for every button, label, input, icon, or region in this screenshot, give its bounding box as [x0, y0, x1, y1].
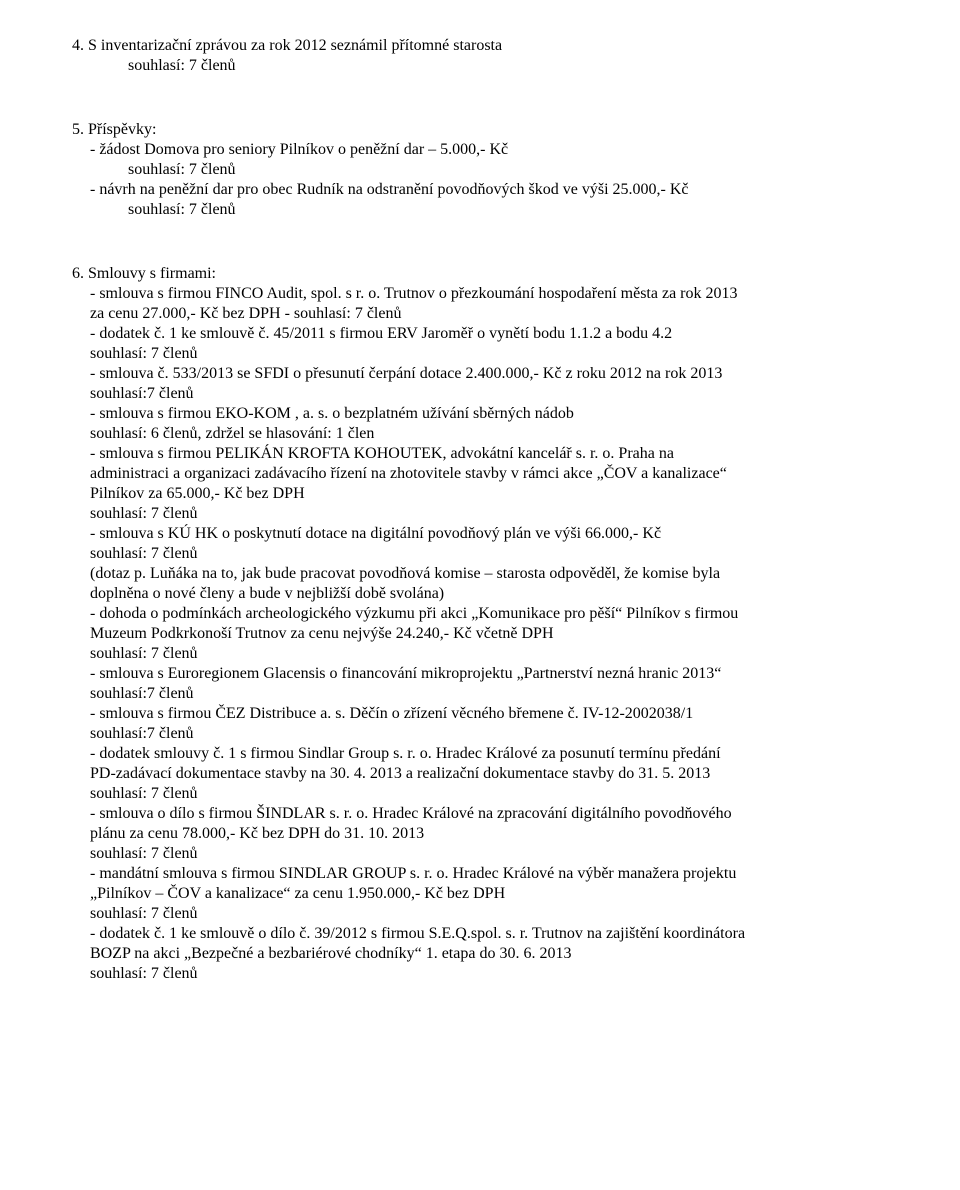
vote-line: souhlasí:7 členů	[72, 724, 960, 744]
list-item: - dohoda o podmínkách archeologického vý…	[72, 604, 960, 624]
list-item: - smlouva s KÚ HK o poskytnutí dotace na…	[72, 524, 960, 544]
list-item: - smlouva s Euroregionem Glacensis o fin…	[72, 664, 960, 684]
vote-line: souhlasí: 7 členů	[72, 504, 960, 524]
section-4-vote: souhlasí: 7 členů	[72, 56, 960, 76]
list-item-cont: za cenu 27.000,- Kč bez DPH - souhlasí: …	[72, 304, 960, 324]
spacer	[72, 92, 960, 120]
spacer	[72, 236, 960, 264]
vote-line: souhlasí: 7 členů	[72, 160, 960, 180]
vote-line: souhlasí: 7 členů	[72, 200, 960, 220]
vote-line: souhlasí: 7 členů	[72, 844, 960, 864]
list-item: - smlouva o dílo s firmou ŠINDLAR s. r. …	[72, 804, 960, 824]
list-item-cont: Pilníkov za 65.000,- Kč bez DPH	[72, 484, 960, 504]
section-4-heading: 4. S inventarizační zprávou za rok 2012 …	[72, 36, 960, 56]
section-4: 4. S inventarizační zprávou za rok 2012 …	[72, 36, 960, 76]
vote-line: souhlasí: 7 členů	[72, 544, 960, 564]
vote-line: souhlasí: 6 členů, zdržel se hlasování: …	[72, 424, 960, 444]
list-item: - smlouva s firmou PELIKÁN KROFTA KOHOUT…	[72, 444, 960, 464]
list-item: - smlouva s firmou ČEZ Distribuce a. s. …	[72, 704, 960, 724]
list-item: - návrh na peněžní dar pro obec Rudník n…	[72, 180, 960, 200]
vote-line: souhlasí:7 členů	[72, 384, 960, 404]
list-item-cont: „Pilníkov – ČOV a kanalizace“ za cenu 1.…	[72, 884, 960, 904]
list-item: - smlouva s firmou EKO-KOM , a. s. o bez…	[72, 404, 960, 424]
list-item: - dodatek č. 1 ke smlouvě o dílo č. 39/2…	[72, 924, 960, 944]
vote-line: souhlasí: 7 členů	[72, 784, 960, 804]
list-item-cont: (dotaz p. Luňáka na to, jak bude pracova…	[72, 564, 960, 584]
list-item: - mandátní smlouva s firmou SINDLAR GROU…	[72, 864, 960, 884]
vote-line: souhlasí: 7 členů	[72, 344, 960, 364]
list-item: - dodatek č. 1 ke smlouvě č. 45/2011 s f…	[72, 324, 960, 344]
list-item: - žádost Domova pro seniory Pilníkov o p…	[72, 140, 960, 160]
vote-line: souhlasí: 7 členů	[72, 904, 960, 924]
list-item-cont: Muzeum Podkrkonoší Trutnov za cenu nejvý…	[72, 624, 960, 644]
section-6: 6. Smlouvy s firmami: - smlouva s firmou…	[72, 264, 960, 984]
list-item: - smlouva č. 533/2013 se SFDI o přesunut…	[72, 364, 960, 384]
list-item-cont: administraci a organizaci zadávacího říz…	[72, 464, 960, 484]
list-item-cont: plánu za cenu 78.000,- Kč bez DPH do 31.…	[72, 824, 960, 844]
vote-line: souhlasí: 7 členů	[72, 644, 960, 664]
list-item-cont: doplněna o nové členy a bude v nejbližší…	[72, 584, 960, 604]
vote-line: souhlasí:7 členů	[72, 684, 960, 704]
section-6-heading: 6. Smlouvy s firmami:	[72, 264, 960, 284]
section-5-heading: 5. Příspěvky:	[72, 120, 960, 140]
vote-line: souhlasí: 7 členů	[72, 964, 960, 984]
list-item-cont: PD-zadávací dokumentace stavby na 30. 4.…	[72, 764, 960, 784]
list-item-cont: BOZP na akci „Bezpečné a bezbariérové ch…	[72, 944, 960, 964]
list-item: - dodatek smlouvy č. 1 s firmou Sindlar …	[72, 744, 960, 764]
section-5: 5. Příspěvky: - žádost Domova pro senior…	[72, 120, 960, 220]
list-item: - smlouva s firmou FINCO Audit, spol. s …	[72, 284, 960, 304]
